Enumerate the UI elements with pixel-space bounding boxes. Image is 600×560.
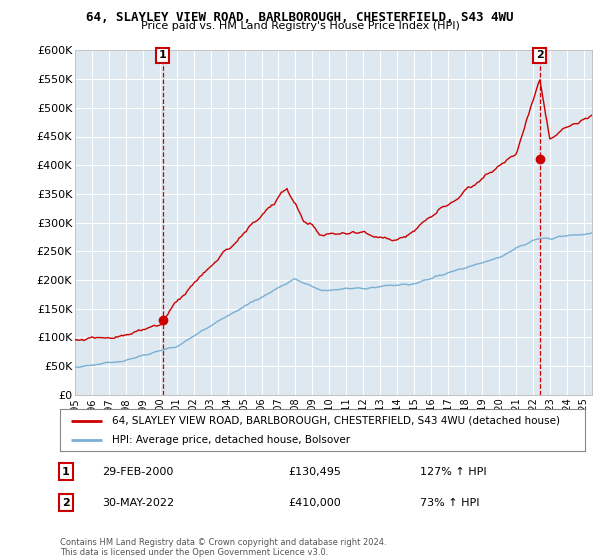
Text: HPI: Average price, detached house, Bolsover: HPI: Average price, detached house, Bols… — [113, 435, 350, 445]
Text: 127% ↑ HPI: 127% ↑ HPI — [420, 467, 487, 477]
Text: 1: 1 — [62, 467, 70, 477]
Text: 29-FEB-2000: 29-FEB-2000 — [102, 467, 173, 477]
Text: 2: 2 — [62, 498, 70, 507]
Text: 73% ↑ HPI: 73% ↑ HPI — [420, 498, 479, 507]
Text: £410,000: £410,000 — [288, 498, 341, 507]
Text: 64, SLAYLEY VIEW ROAD, BARLBOROUGH, CHESTERFIELD, S43 4WU: 64, SLAYLEY VIEW ROAD, BARLBOROUGH, CHES… — [86, 11, 514, 24]
Text: 1: 1 — [158, 50, 166, 60]
Text: Price paid vs. HM Land Registry's House Price Index (HPI): Price paid vs. HM Land Registry's House … — [140, 21, 460, 31]
Text: 2: 2 — [536, 50, 544, 60]
Text: £130,495: £130,495 — [288, 467, 341, 477]
Text: Contains HM Land Registry data © Crown copyright and database right 2024.
This d: Contains HM Land Registry data © Crown c… — [60, 538, 386, 557]
Text: 30-MAY-2022: 30-MAY-2022 — [102, 498, 174, 507]
Text: 64, SLAYLEY VIEW ROAD, BARLBOROUGH, CHESTERFIELD, S43 4WU (detached house): 64, SLAYLEY VIEW ROAD, BARLBOROUGH, CHES… — [113, 416, 560, 426]
